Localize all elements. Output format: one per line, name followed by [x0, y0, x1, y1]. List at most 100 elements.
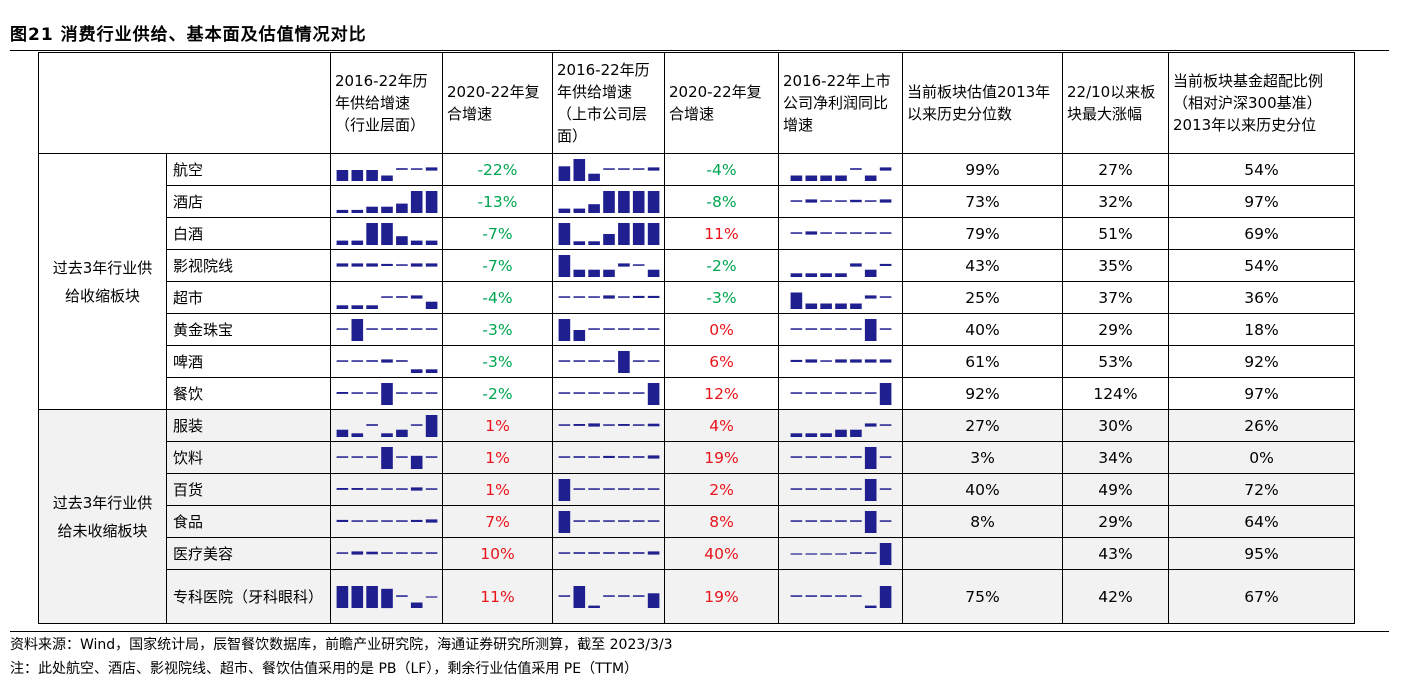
spark-bar	[790, 552, 802, 555]
spark-bar	[632, 423, 644, 426]
spark-industry-supply-chart	[336, 222, 437, 245]
spark-net-profit	[778, 153, 903, 186]
spark-industry-supply	[330, 313, 443, 346]
spark-bar	[558, 478, 570, 501]
spark-bar	[864, 294, 876, 299]
spark-bar	[805, 175, 817, 181]
spark-bar	[336, 391, 348, 394]
spark-bar	[647, 519, 659, 522]
spark-bar	[834, 594, 847, 597]
spark-net-profit	[778, 441, 903, 474]
spark-bar	[632, 551, 644, 554]
spark-bar	[558, 295, 570, 298]
spark-bar	[380, 487, 393, 490]
max-gain: 42%	[1062, 569, 1169, 624]
spark-bar	[834, 552, 847, 555]
valuation-percentile: 73%	[902, 185, 1063, 218]
spark-bar	[864, 358, 876, 363]
spark-bar	[647, 269, 659, 277]
spark-bar	[805, 455, 817, 458]
company-cagr: 4%	[664, 409, 779, 442]
spark-bar	[879, 295, 891, 298]
spark-industry-supply	[330, 377, 443, 410]
company-cagr: 6%	[664, 345, 779, 378]
spark-bar	[849, 167, 862, 170]
spark-bar	[864, 605, 876, 608]
spark-bar	[395, 429, 408, 437]
spark-bar	[879, 455, 891, 458]
spark-bar	[410, 519, 422, 522]
spark-bar	[864, 175, 876, 181]
spark-bar	[351, 240, 363, 245]
max-gain: 30%	[1062, 409, 1169, 442]
spark-bar	[410, 167, 422, 170]
spark-net-profit-chart	[790, 358, 891, 363]
industry-cagr: -3%	[442, 345, 553, 378]
spark-bar	[617, 167, 630, 170]
header-ind-supply: 2016-22年历年供给增速（行业层面）	[330, 52, 443, 154]
industry-cagr: -4%	[442, 281, 553, 314]
spark-bar	[395, 203, 408, 213]
spark-bar	[351, 359, 363, 362]
spark-industry-supply-chart	[336, 550, 437, 555]
spark-bar	[849, 358, 862, 363]
table-row: 医疗美容 10% 40% 43% 95%	[39, 537, 1355, 570]
spark-company-supply-chart	[558, 318, 659, 341]
spark-bar	[805, 594, 817, 597]
spark-industry-supply	[330, 537, 443, 570]
spark-bar	[819, 199, 832, 202]
fund-alloc-percentile: 26%	[1168, 409, 1355, 442]
spark-company-supply	[552, 409, 665, 442]
industry-cagr: -3%	[442, 313, 553, 346]
title-divider	[10, 50, 1389, 51]
spark-bar	[587, 203, 600, 213]
spark-bar	[380, 358, 393, 363]
spark-bar	[790, 594, 802, 597]
header-blank	[38, 52, 331, 154]
spark-net-profit-chart	[790, 262, 891, 277]
valuation-percentile: 40%	[902, 473, 1063, 506]
spark-bar	[849, 199, 862, 202]
spark-company-supply	[552, 153, 665, 186]
spark-bar	[879, 423, 891, 426]
category-name: 食品	[166, 505, 331, 538]
industry-cagr: 1%	[442, 409, 553, 442]
spark-bar	[602, 519, 615, 522]
table-row: 过去3年行业供给收缩板块 航空 -22% -4% 99% 27% 54%	[38, 153, 1355, 410]
max-gain: 37%	[1062, 281, 1169, 314]
spark-bar	[410, 391, 422, 394]
spark-bar	[395, 359, 408, 362]
spark-bar	[395, 263, 408, 266]
spark-bar	[336, 262, 348, 267]
spark-bar	[849, 231, 862, 234]
spark-bar	[790, 359, 802, 362]
spark-bar	[602, 233, 615, 245]
spark-bar	[805, 198, 817, 203]
company-cagr: 40%	[664, 537, 779, 570]
company-cagr: 8%	[664, 505, 779, 538]
spark-bar	[819, 432, 832, 437]
fund-alloc-percentile: 64%	[1168, 505, 1355, 538]
spark-net-profit	[778, 473, 903, 506]
spark-industry-supply-chart	[336, 190, 437, 213]
spark-bar	[410, 602, 422, 608]
spark-bar	[395, 327, 408, 330]
industry-cagr: 10%	[442, 537, 553, 570]
spark-bar	[351, 455, 363, 458]
spark-bar	[351, 391, 363, 394]
figure-title: 图21 消费行业供给、基本面及估值情况对比	[10, 25, 367, 45]
spark-bar	[365, 327, 378, 330]
spark-bar	[380, 206, 393, 213]
spark-bar	[864, 510, 876, 533]
spark-bar	[558, 551, 570, 554]
spark-bar	[587, 327, 600, 330]
spark-bar	[864, 391, 876, 394]
spark-bar	[834, 175, 847, 181]
spark-bar	[587, 359, 600, 362]
spark-bar	[410, 455, 422, 469]
spark-bar	[647, 382, 659, 405]
spark-bar	[617, 519, 630, 522]
spark-bar	[849, 487, 862, 490]
spark-company-supply	[552, 473, 665, 506]
category-name: 黄金珠宝	[166, 313, 331, 346]
